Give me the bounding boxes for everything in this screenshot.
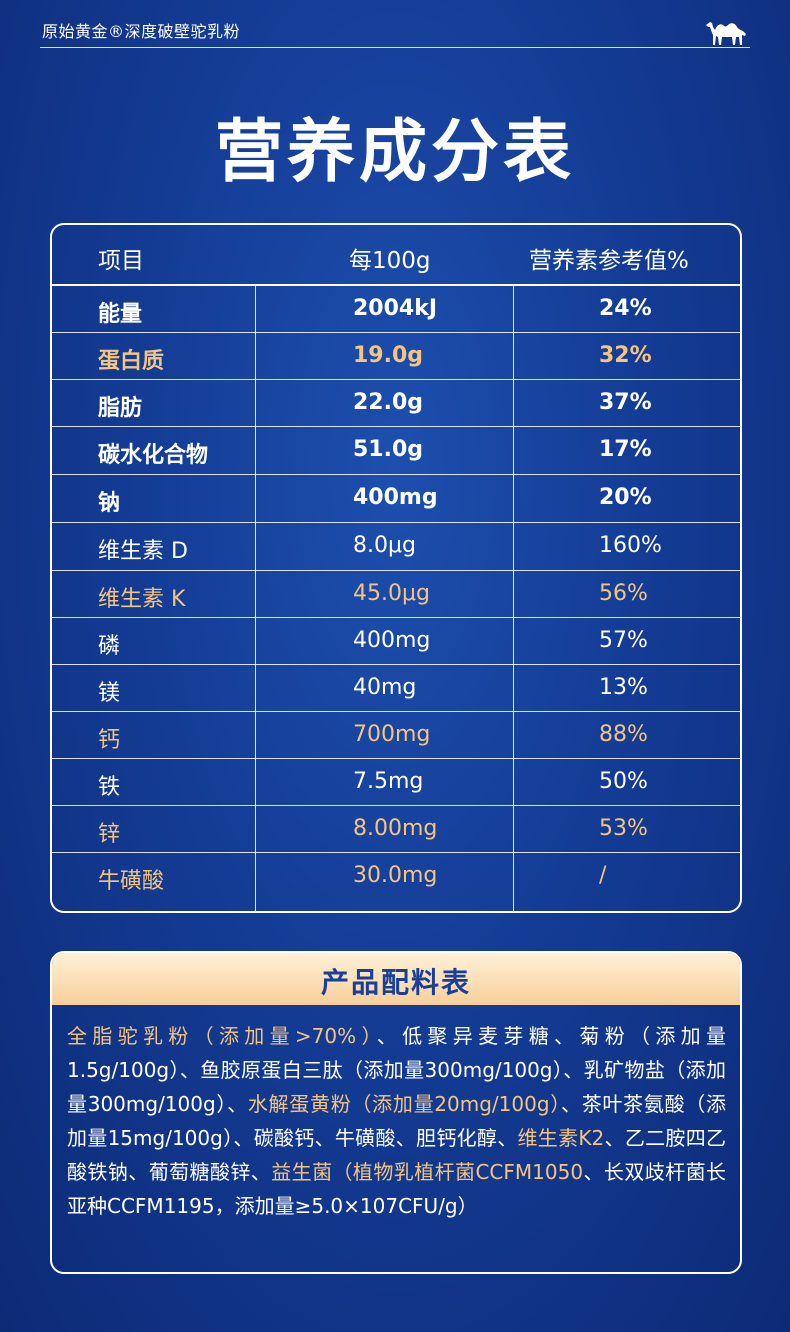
nrv-value: 24%: [599, 296, 652, 321]
per100g-value: 400mg: [353, 485, 438, 510]
ingredient-text: 、长双歧杆菌长亚种CCFM1195，添加量≥5.0×107CFU/g）: [67, 1160, 727, 1218]
nutrient-name: 磷: [98, 634, 121, 659]
per100g-value: 400mg: [353, 628, 431, 653]
ingredient-text: 、茶叶茶氨酸（添加量15mg/100g）、碳酸钙、牛磺酸、胆钙化醇、: [67, 1092, 727, 1150]
nutrient-name: 脂肪: [98, 396, 143, 421]
ingredients-text: 全脂驼乳粉（添加量>70%）、低聚异麦芽糖、菊粉（添加量1.5g/100g）、鱼…: [52, 1005, 740, 1223]
ingredients-panel: 产品配料表 全脂驼乳粉（添加量>70%）、低聚异麦芽糖、菊粉（添加量1.5g/1…: [50, 951, 742, 1274]
per100g-value: 19.0g: [353, 343, 424, 368]
ingredient-text: 、乙二胺四乙酸铁钠、葡萄糖酸锌、: [67, 1126, 727, 1184]
table-row: 碳水化合物 51.0g 17%: [52, 427, 740, 475]
table-row: 钠 400mg 20%: [52, 475, 740, 523]
table-header: 项目 每100g 营养素参考值%: [52, 225, 740, 286]
table-row: 蛋白质 19.0g 32%: [52, 333, 740, 380]
nutrient-name: 锌: [98, 822, 121, 847]
ingredient-highlight: 水解蛋黄粉（添加量20mg/100g）: [247, 1092, 561, 1116]
nutrient-name: 能量: [98, 302, 143, 327]
table-row: 铁 7.5mg 50%: [52, 759, 740, 806]
nutrient-name: 碳水化合物: [98, 443, 209, 468]
per100g-value: 51.0g: [353, 437, 424, 462]
table-row: 锌 8.00mg 53%: [52, 806, 740, 853]
ingredient-highlight: 全脂驼乳粉（添加量>70%）: [67, 1024, 377, 1048]
ingredient-highlight: 益生菌（植物乳植杆菌CCFM1050: [271, 1160, 584, 1184]
nrv-value: 37%: [599, 390, 652, 415]
nutrient-name: 铁: [98, 775, 121, 800]
table-row: 维生素 K 45.0μg 56%: [52, 571, 740, 618]
per100g-value: 8.0μg: [353, 533, 416, 558]
ingredient-highlight: 维生素K2: [517, 1126, 605, 1150]
nutrient-name: 镁: [98, 681, 121, 706]
page-title: 营养成分表: [214, 113, 575, 192]
table-body: 能量 2004kJ 24% 蛋白质 19.0g 32% 脂肪 22.0g 37% 碳水化合物 51.…: [52, 286, 740, 900]
nutrition-table: 项目 每100g 营养素参考值% 能量 2004kJ 24% 蛋白质 19.0g 32% 脂…: [50, 223, 742, 913]
nrv-value: 20%: [599, 485, 652, 510]
nrv-value: 56%: [599, 581, 648, 606]
column-divider: [513, 286, 514, 911]
table-row: 维生素 D 8.0μg 160%: [52, 523, 740, 571]
per100g-value: 700mg: [353, 722, 431, 747]
nutrient-name: 维生素 D: [98, 539, 188, 564]
nrv-value: 50%: [599, 769, 648, 794]
header-item: 项目: [98, 248, 144, 274]
nutrient-name: 牛磺酸: [98, 869, 165, 894]
header-nrv: 营养素参考值%: [529, 248, 689, 274]
table-row: 牛磺酸 30.0mg /: [52, 853, 740, 900]
per100g-value: 7.5mg: [353, 769, 424, 794]
per100g-value: 45.0μg: [353, 581, 430, 606]
per100g-value: 22.0g: [353, 390, 424, 415]
ingredients-title: 产品配料表: [52, 953, 740, 1005]
per100g-value: 2004kJ: [353, 296, 438, 321]
ingredient-text: 、低聚异麦芽糖、菊粉（添加量1.5g/100g）、鱼胶原蛋白三肽（添加量300m…: [67, 1024, 726, 1116]
column-divider: [255, 286, 256, 911]
nrv-value: 88%: [599, 722, 648, 747]
per100g-value: 40mg: [353, 675, 417, 700]
nrv-value: 53%: [599, 816, 648, 841]
table-row: 脂肪 22.0g 37%: [52, 380, 740, 427]
brand-bar: 原始黄金®深度破壁驼乳粉: [40, 14, 750, 48]
brand-name: 原始黄金®深度破壁驼乳粉: [42, 22, 241, 41]
table-row: 钙 700mg 88%: [52, 712, 740, 759]
nrv-value: 32%: [599, 343, 652, 368]
table-row: 镁 40mg 13%: [52, 665, 740, 712]
camel-icon: [706, 22, 746, 45]
per100g-value: 30.0mg: [353, 863, 438, 888]
nrv-value: 13%: [599, 675, 648, 700]
nrv-value: 57%: [599, 628, 648, 653]
nutrient-name: 维生素 K: [98, 587, 186, 612]
header-per100g: 每100g: [349, 248, 431, 274]
nutrient-name: 蛋白质: [98, 349, 165, 374]
nrv-value: 160%: [599, 533, 662, 558]
nrv-value: 17%: [599, 437, 652, 462]
per100g-value: 8.00mg: [353, 816, 438, 841]
nrv-value: /: [599, 863, 607, 888]
table-row: 磷 400mg 57%: [52, 618, 740, 665]
table-row: 能量 2004kJ 24%: [52, 286, 740, 333]
nutrient-name: 钙: [98, 728, 121, 753]
nutrient-name: 钠: [98, 491, 121, 516]
